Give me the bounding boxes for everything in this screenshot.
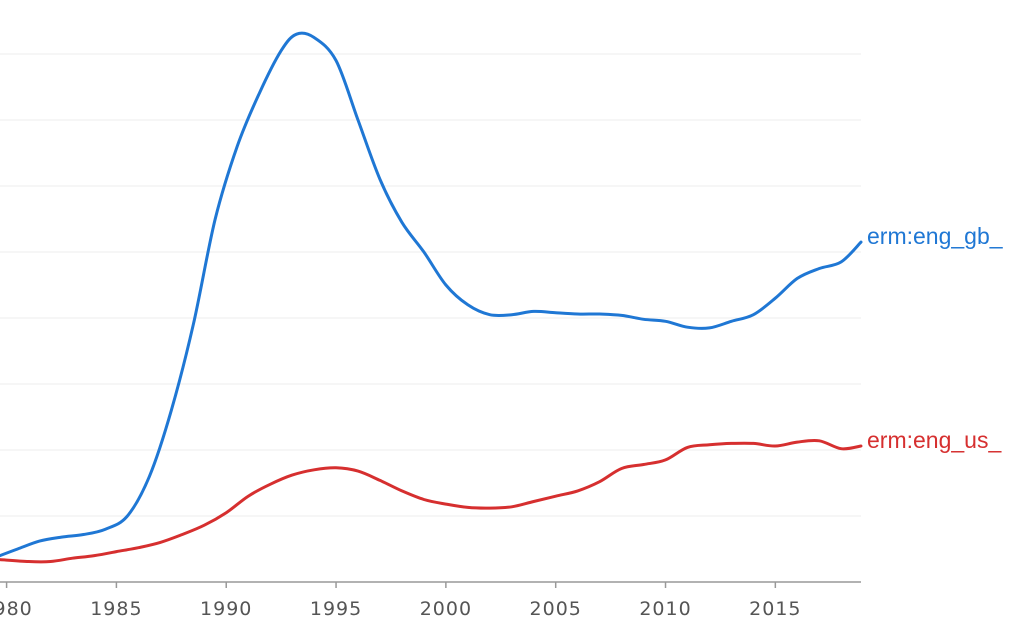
gridlines: [0, 53, 861, 517]
x-tick-label: 1995: [310, 598, 362, 620]
x-tick-label: 2010: [639, 598, 691, 620]
x-tick-label: 2005: [530, 598, 582, 620]
x-tick-label: 1985: [90, 598, 142, 620]
x-tick-label: 2000: [420, 598, 472, 620]
series-labels: erm:eng_gb_ erm:eng_us_: [867, 223, 1004, 453]
x-axis-ticks: 1980 1985 1990 1995 2000 2005 2010 2015: [0, 582, 801, 620]
x-tick-label: 1980: [0, 598, 33, 620]
series-line-eng-gb: [0, 31, 863, 558]
series-line-eng-us: [0, 438, 863, 564]
x-tick-label: 2015: [749, 598, 801, 620]
x-tick-label: 1990: [200, 598, 252, 620]
series-label-eng-us: erm:eng_us_: [867, 427, 1002, 453]
series-label-eng-gb: erm:eng_gb_: [867, 223, 1004, 249]
series-lines: [0, 31, 863, 564]
